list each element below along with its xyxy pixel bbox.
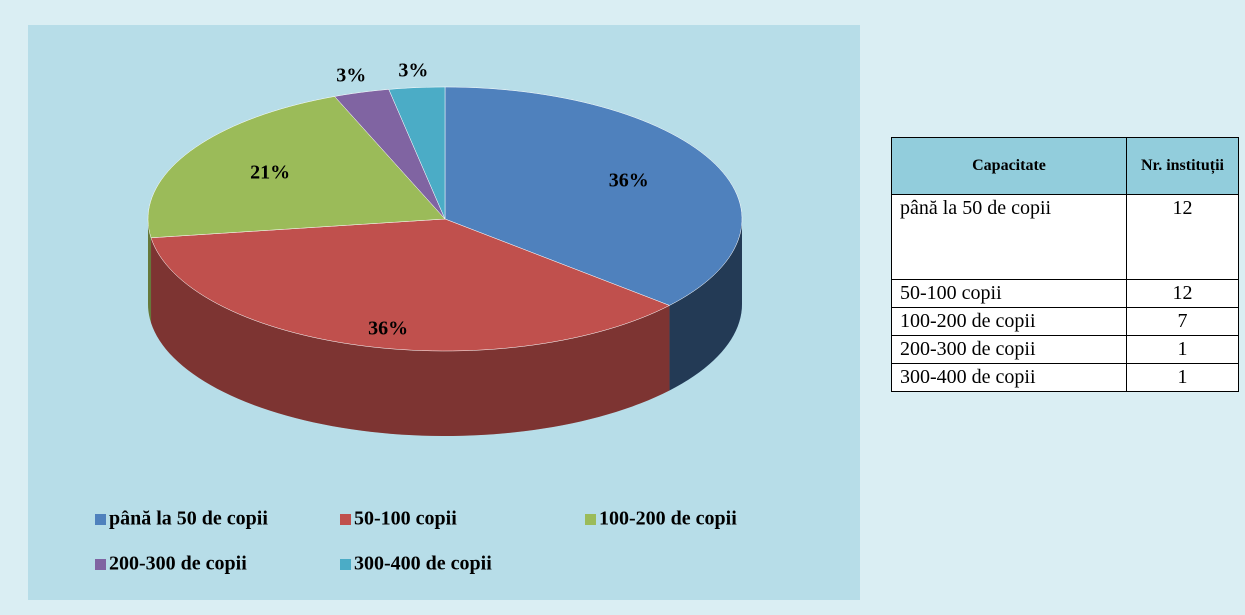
- header-cell: Nr. instituții: [1126, 137, 1239, 195]
- legend-label: 300-400 de copii: [354, 553, 492, 575]
- slice-side-shade: [148, 219, 152, 323]
- table-cell: 1: [1126, 363, 1239, 392]
- legend-label: până la 50 de copii: [109, 508, 268, 530]
- table-cell: 50-100 copii: [891, 279, 1127, 308]
- data-label: 3%: [398, 59, 428, 81]
- slice-side-shade: [151, 237, 670, 436]
- slice-side: [151, 237, 670, 436]
- slice: [147, 96, 446, 239]
- data-label: 36%: [368, 318, 408, 340]
- legend-swatch: [95, 559, 106, 570]
- table-cell: 300-400 de copii: [891, 363, 1127, 392]
- table-cell: 12: [1126, 194, 1239, 280]
- data-table: Capacitate Nr. instituții până la 50 de …: [891, 137, 1239, 392]
- chart: 36% 36% 21% 3% 3% până la 50 de copii 50-100 c…: [28, 25, 860, 600]
- table-cell: 12: [1126, 279, 1239, 308]
- table-cell: 7: [1126, 307, 1239, 336]
- slice: [444, 86, 743, 306]
- slice: [150, 218, 671, 352]
- legend-swatch: [340, 514, 351, 525]
- legend-label: 200-300 de copii: [109, 553, 247, 575]
- table-row: până la 50 de copii 12: [891, 194, 1239, 280]
- table-row: 300-400 de copii 1: [891, 363, 1239, 392]
- table-cell: 200-300 de copii: [891, 335, 1127, 364]
- legend-label: 50-100 copii: [354, 508, 457, 530]
- legend-swatch: [340, 559, 351, 570]
- table-row: 50-100 copii 12: [891, 279, 1239, 308]
- table-cell: până la 50 de copii: [891, 194, 1127, 280]
- header-row: Capacitate Nr. instituții: [891, 137, 1239, 195]
- legend-label: 100-200 de copii: [599, 508, 737, 530]
- table-cell: 1: [1126, 335, 1239, 364]
- data-label: 21%: [250, 162, 290, 184]
- table-cell: 100-200 de copii: [891, 307, 1127, 336]
- legend-swatch: [95, 514, 106, 525]
- slice: [334, 89, 446, 220]
- header-cell: Capacitate: [891, 137, 1127, 195]
- table-row: 200-300 de copii 1: [891, 335, 1239, 364]
- slice: [388, 86, 446, 220]
- legend-swatch: [585, 514, 596, 525]
- data-label: 36%: [609, 169, 649, 191]
- slice-side: [148, 219, 152, 323]
- data-label: 3%: [336, 65, 366, 87]
- table-row: 100-200 de copii 7: [891, 307, 1239, 336]
- slice-side-shade: [669, 219, 742, 391]
